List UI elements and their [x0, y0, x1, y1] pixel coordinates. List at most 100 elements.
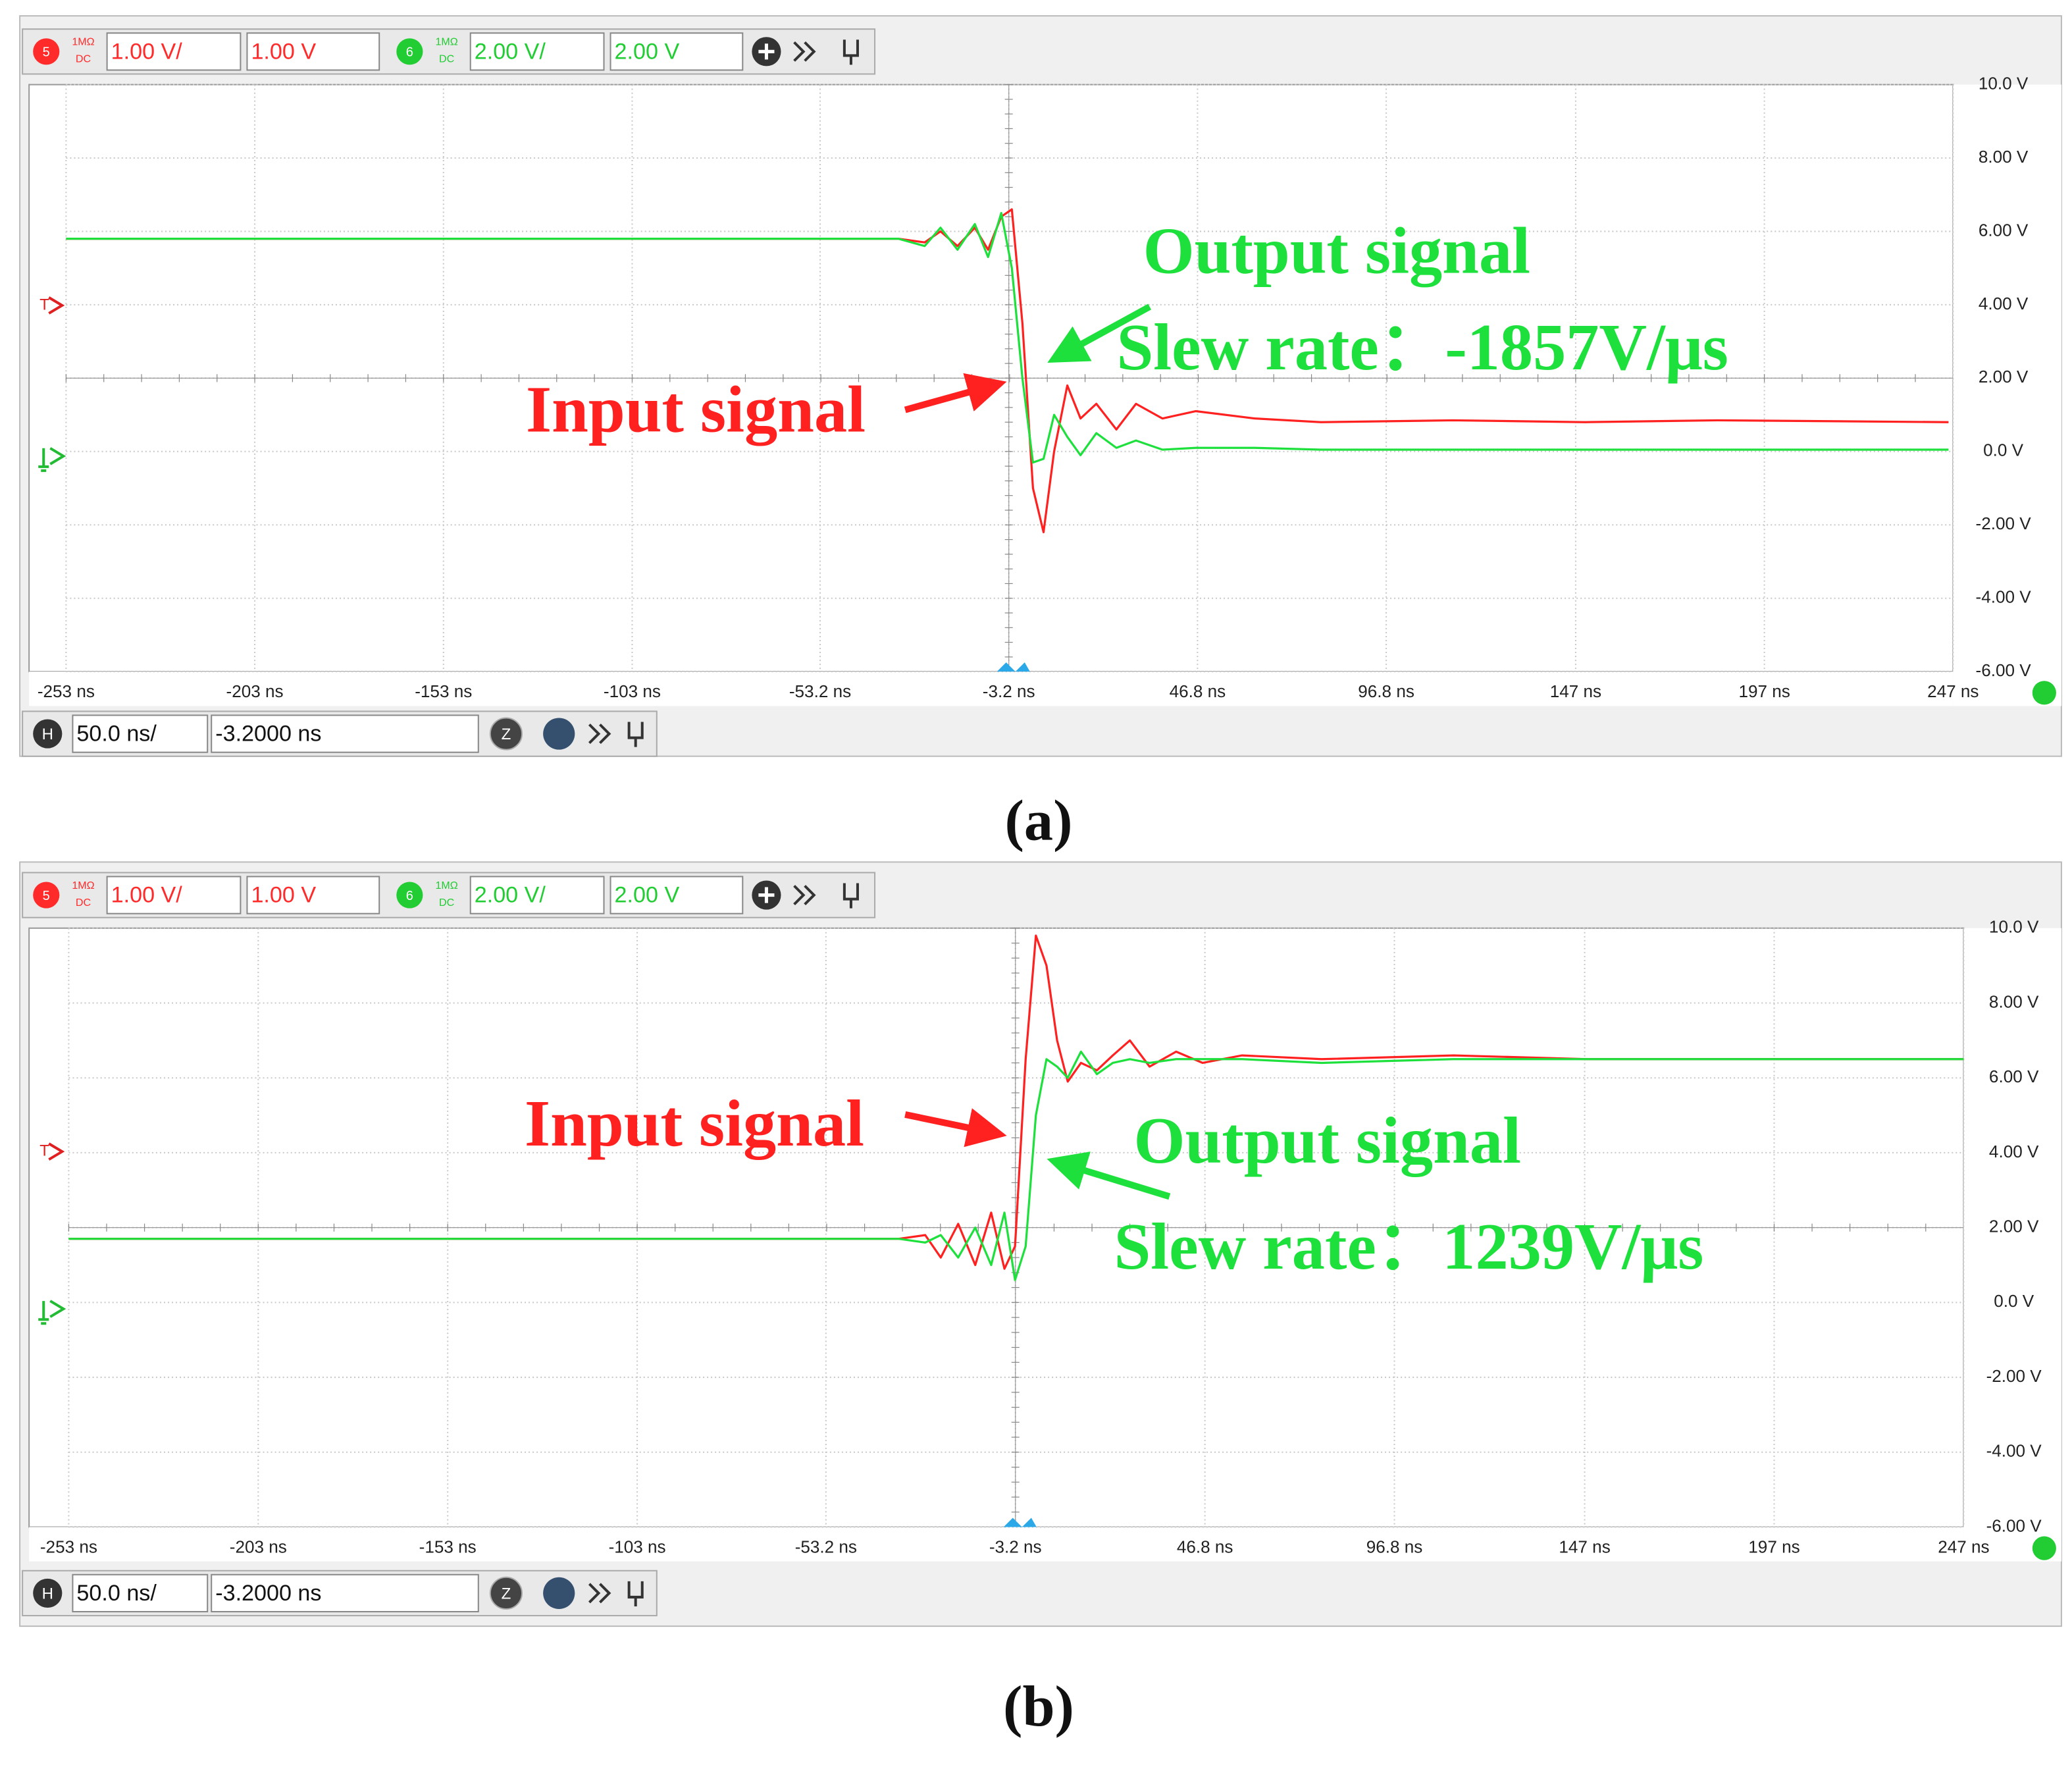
caption: (b) [1003, 1674, 1074, 1739]
channel-scale: 2.00 V/ [475, 39, 546, 64]
scale-box[interactable] [469, 32, 605, 71]
x-tick-label: -3.2 ns [983, 681, 1035, 701]
waveform [66, 208, 1949, 534]
channel-number: 5 [43, 889, 50, 903]
channel-badge [33, 882, 60, 909]
scale-box[interactable] [106, 876, 242, 914]
xaxis-area [29, 672, 1954, 706]
timebase-scale: 50.0 ns/ [76, 722, 157, 747]
y-tick-label: 10.0 V [1989, 917, 2039, 937]
zoom-button[interactable] [489, 1576, 523, 1610]
channel-offset: 1.00 V [251, 39, 316, 64]
position-box[interactable] [211, 1573, 479, 1613]
h-badge [33, 1578, 63, 1608]
offset-box[interactable] [246, 876, 380, 914]
channel-number: 6 [406, 45, 413, 60]
input-label: Input signal [525, 1087, 864, 1160]
channel-badge [396, 38, 423, 65]
y-tick-label: 6.00 V [1979, 220, 2029, 240]
channel-scale: 1.00 V/ [111, 39, 183, 64]
channel-offset: 1.00 V [251, 883, 316, 908]
pin-icon [627, 1581, 644, 1606]
view-button[interactable] [543, 1577, 575, 1610]
view-button[interactable] [543, 718, 575, 750]
trigger-arrow [48, 296, 65, 315]
timebase-box[interactable] [72, 714, 209, 753]
x-tick-label: -3.2 ns [989, 1537, 1042, 1557]
scale-box[interactable] [469, 876, 605, 914]
channel-impedance: 1MΩ [435, 880, 457, 891]
channel-coupling: DC [439, 897, 454, 909]
pin-icon [627, 722, 644, 747]
caption: (a) [1005, 788, 1073, 853]
more-icon [793, 41, 816, 62]
channel-offset: 2.00 V [615, 883, 680, 908]
x-tick-label: 46.8 ns [1177, 1537, 1233, 1557]
output-label: Output signal [1134, 1104, 1521, 1177]
channel-badge [33, 38, 60, 65]
x-tick-label: 197 ns [1748, 1537, 1800, 1557]
timebase-position: -3.2000 ns [215, 722, 321, 747]
y-tick-label: 10.0 V [1979, 73, 2029, 93]
y-tick-label: 2.00 V [1979, 367, 2029, 386]
input-label: Input signal [526, 373, 866, 446]
y-tick-label: 8.00 V [1979, 147, 2029, 167]
offset-box[interactable] [609, 32, 744, 71]
x-tick-label: -53.2 ns [795, 1537, 857, 1557]
channel-corner [2032, 681, 2056, 705]
y-tick-label: -6.00 V [1986, 1516, 2042, 1535]
y-tick-label: 4.00 V [1979, 294, 2029, 313]
x-tick-label: 46.8 ns [1170, 681, 1226, 701]
x-tick-label: -53.2 ns [789, 681, 851, 701]
slew-rate: Slew rate：1239V/μs [1114, 1210, 1703, 1283]
ground-marker [38, 447, 66, 472]
x-tick-label: -253 ns [40, 1537, 97, 1557]
y-tick-label: 0.0 V [1994, 1291, 2034, 1311]
zoom-button[interactable] [489, 717, 523, 751]
x-tick-label: 96.8 ns [1358, 681, 1414, 701]
position-box[interactable] [211, 714, 479, 753]
x-tick-label: 197 ns [1738, 681, 1790, 701]
channel-scale: 2.00 V/ [475, 883, 546, 908]
h-label: H [42, 726, 53, 743]
waveform [66, 211, 1949, 464]
add-icon [758, 43, 775, 60]
channel-coupling: DC [76, 897, 91, 909]
channel-number: 6 [406, 889, 413, 903]
x-tick-label: 147 ns [1550, 681, 1601, 701]
y-tick-label: -2.00 V [1976, 514, 2032, 533]
trigger-position [997, 662, 1030, 672]
scale-box[interactable] [106, 32, 242, 71]
h-badge [33, 719, 63, 749]
zoom-label: Z [502, 1585, 511, 1602]
channel-impedance: 1MΩ [72, 880, 94, 891]
timebase-position: -3.2000 ns [215, 1581, 321, 1606]
x-tick-label: -103 ns [609, 1537, 666, 1557]
x-tick-label: -203 ns [226, 681, 284, 701]
output-arrow [1047, 1151, 1171, 1200]
y-tick-label: -6.00 V [1976, 660, 2032, 680]
channel-offset: 2.00 V [615, 39, 680, 64]
xaxis-area [29, 1527, 1964, 1562]
channel-number: 5 [43, 45, 50, 60]
x-tick-label: -103 ns [604, 681, 661, 701]
x-tick-label: 247 ns [1927, 681, 1979, 701]
add-icon [758, 887, 775, 903]
timebase-box[interactable] [72, 1573, 209, 1613]
timebase-scale: 50.0 ns/ [76, 1581, 157, 1606]
channel-badge [396, 882, 423, 909]
output-arrow [1047, 304, 1152, 363]
offset-box[interactable] [246, 32, 380, 71]
x-tick-label: -153 ns [415, 681, 472, 701]
y-tick-label: 4.00 V [1989, 1142, 2039, 1161]
channel-corner [2032, 1536, 2056, 1560]
ground-marker [38, 1300, 66, 1325]
slew-rate: Slew rate：-1857V/μs [1116, 311, 1728, 384]
input-arrow [904, 373, 1007, 413]
trigger-marker: T [39, 1142, 49, 1160]
more-icon [793, 885, 816, 906]
offset-box[interactable] [609, 876, 744, 914]
x-tick-label: 147 ns [1559, 1537, 1610, 1557]
